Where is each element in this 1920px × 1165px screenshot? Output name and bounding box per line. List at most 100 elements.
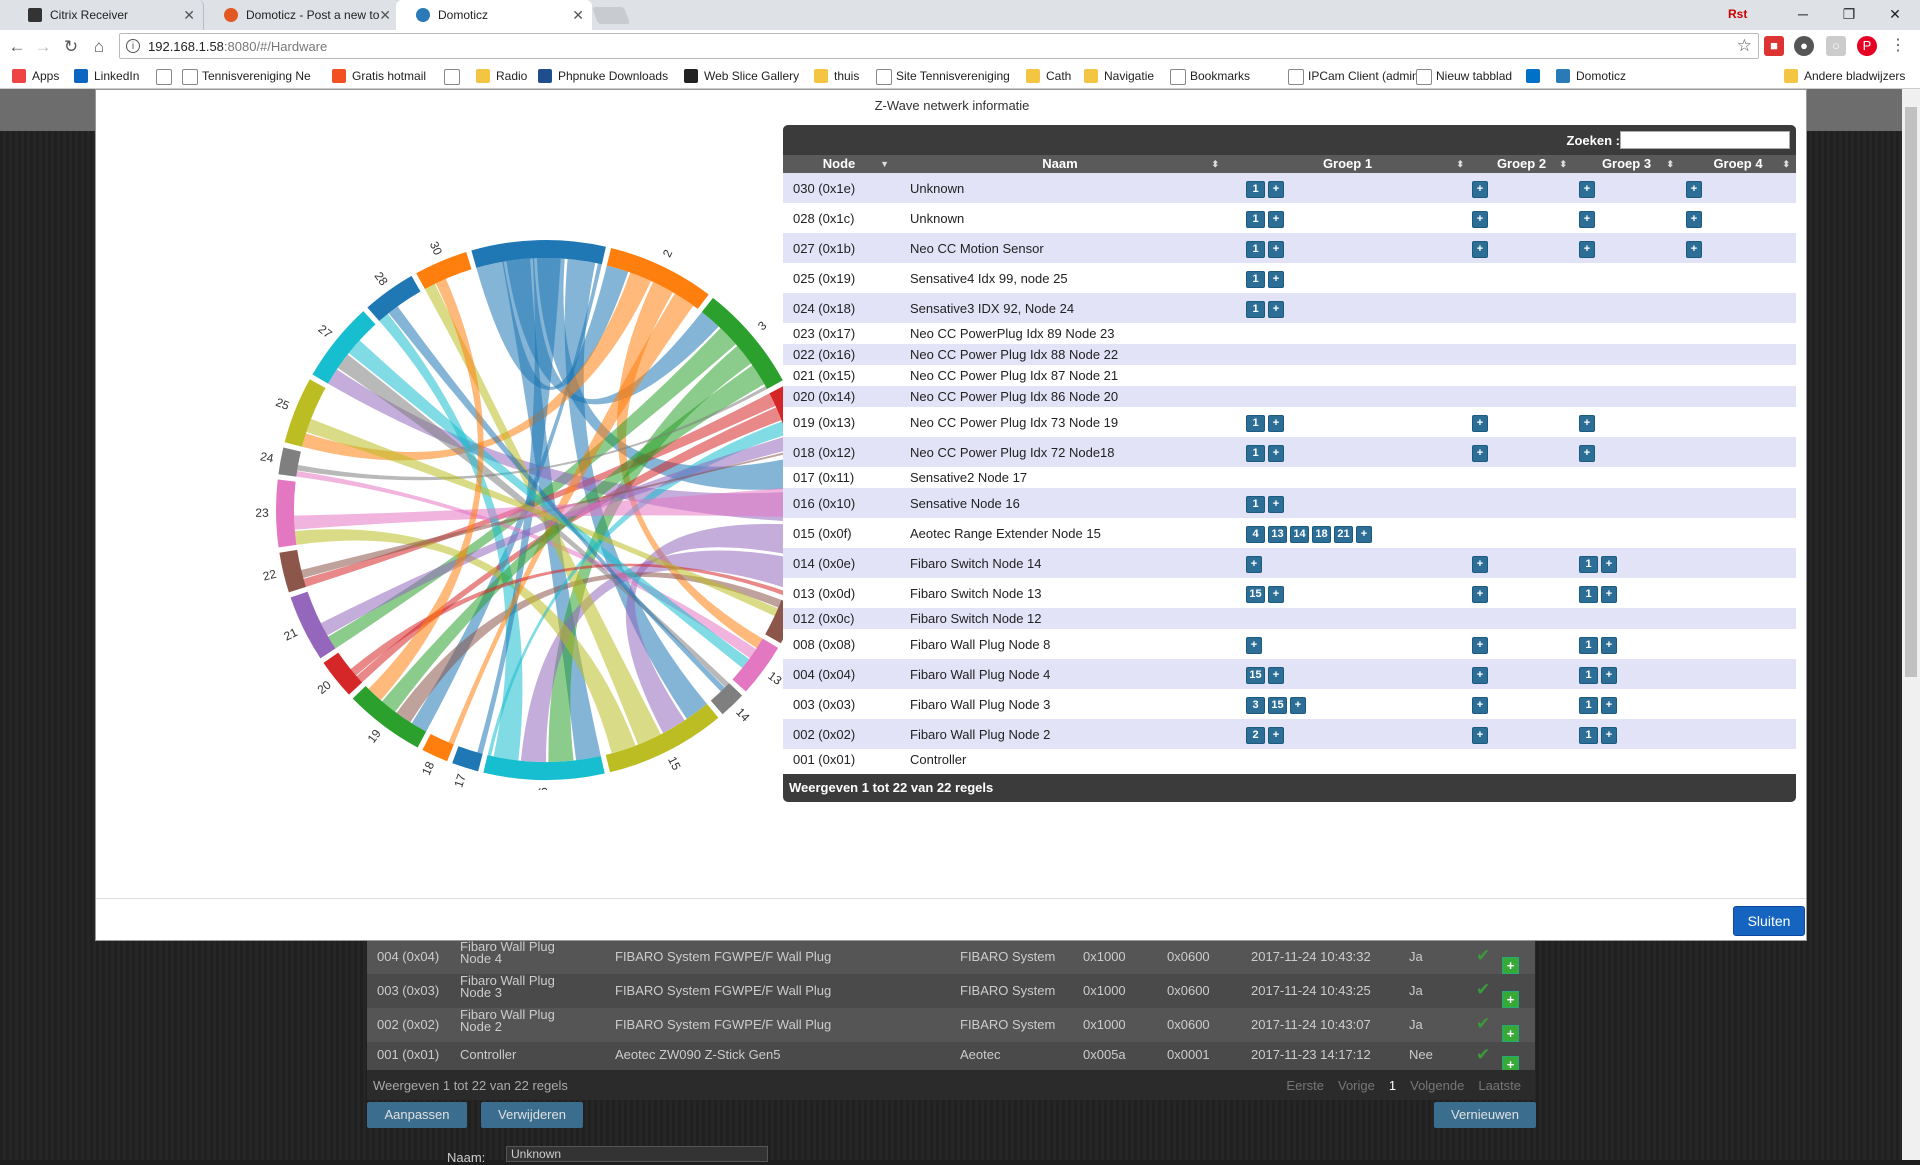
chord-link-12-19[interactable] <box>396 572 782 723</box>
bookmark-item[interactable]: Cath <box>1024 64 1071 88</box>
node-arc-16[interactable] <box>483 755 605 780</box>
table-row[interactable]: 002 (0x02) Fibaro Wall Plug Node 2 FIBARO … <box>367 1008 1535 1042</box>
association-badge[interactable]: 1 <box>1579 556 1598 573</box>
bookmark-item[interactable]: Navigatie <box>1082 64 1154 88</box>
table-row[interactable]: 027 (0x1b) Neo CC Motion Sensor 1 + + + + <box>783 233 1796 263</box>
node-arc-30[interactable] <box>416 252 472 290</box>
pager-4[interactable]: Volgende <box>1410 1078 1465 1093</box>
refresh-button[interactable]: Vernieuwen <box>1434 1102 1536 1128</box>
add-association-button[interactable]: + <box>1579 415 1595 432</box>
node-arc-24[interactable] <box>278 447 301 477</box>
scrollbar-thumb[interactable] <box>1905 107 1917 677</box>
node-arc-28[interactable] <box>367 275 421 322</box>
add-association-button[interactable]: + <box>1268 241 1284 258</box>
association-badge[interactable]: 1 <box>1579 586 1598 603</box>
add-association-button[interactable]: + <box>1686 211 1702 228</box>
add-association-button[interactable]: + <box>1356 526 1372 543</box>
forward-button[interactable]: → <box>34 37 52 56</box>
bookmark-item[interactable]: Web Slice Gallery <box>682 64 799 88</box>
bookmark-item[interactable]: Bookmarks <box>1168 64 1250 88</box>
close-icon[interactable]: ✕ <box>379 7 391 23</box>
node-arc-22[interactable] <box>279 549 307 593</box>
address-bar[interactable]: i 192.168.1.58:8080/#/Hardware ☆ <box>119 33 1759 59</box>
table-row[interactable]: 001 (0x01) Controller <box>783 749 1796 770</box>
add-association-button[interactable]: + <box>1472 586 1488 603</box>
add-association-button[interactable]: + <box>1686 241 1702 258</box>
add-association-button[interactable]: + <box>1579 241 1595 258</box>
node-arc-13[interactable] <box>732 638 779 692</box>
table-row[interactable]: 019 (0x13) Neo CC Power Plug Idx 73 Node … <box>783 407 1796 437</box>
add-association-button[interactable]: + <box>1601 697 1617 714</box>
menu-icon[interactable]: ⋮ <box>1890 37 1906 54</box>
add-association-button[interactable]: + <box>1290 697 1306 714</box>
table-row[interactable]: 014 (0x0e) Fibaro Switch Node 14 + +1 + <box>783 548 1796 578</box>
add-association-button[interactable]: + <box>1601 556 1617 573</box>
add-association-button[interactable]: + <box>1268 496 1284 513</box>
delete-button[interactable]: Verwijderen <box>481 1102 583 1128</box>
tab-domoticz[interactable]: Domoticz ✕ <box>396 0 592 30</box>
chord-link-25-12[interactable] <box>306 418 778 617</box>
table-row[interactable]: 020 (0x14) Neo CC Power Plug Idx 86 Node … <box>783 386 1796 407</box>
edit-button[interactable]: Aanpassen <box>367 1102 467 1128</box>
add-association-button[interactable]: + <box>1579 181 1595 198</box>
tab-domoticz-post[interactable]: Domoticz - Post a new to ✕ <box>204 0 400 30</box>
association-badge[interactable]: 13 <box>1268 526 1287 543</box>
association-badge[interactable]: 1 <box>1579 727 1598 744</box>
table-row[interactable]: 003 (0x03) Fibaro Wall Plug Node 3 FIBARO … <box>367 974 1535 1008</box>
column-header-2[interactable]: Naam ⬍ <box>895 155 1225 173</box>
bookmark-item[interactable] <box>442 64 464 88</box>
node-arc-18[interactable] <box>422 734 454 762</box>
node-arc-17[interactable] <box>452 746 483 772</box>
page-scrollbar[interactable] <box>1902 89 1920 1160</box>
column-header-5[interactable]: Groep 3 ⬍ <box>1573 155 1680 173</box>
bookmark-item[interactable]: IPCam Client (admin) <box>1286 64 1423 88</box>
add-association-button[interactable]: + <box>1268 727 1284 744</box>
pager-1[interactable]: Eerste <box>1286 1078 1324 1093</box>
chord-link-28-14[interactable] <box>388 306 725 692</box>
association-badge[interactable]: 4 <box>1246 526 1265 543</box>
table-row[interactable]: 015 (0x0f) Aeotec Range Extender Node 15 4… <box>783 518 1796 548</box>
close-icon[interactable]: ✕ <box>572 7 584 23</box>
association-badge[interactable]: 1 <box>1579 667 1598 684</box>
association-badge[interactable]: 14 <box>1290 526 1309 543</box>
association-badge[interactable]: 15 <box>1246 586 1265 603</box>
table-row[interactable]: 013 (0x0d) Fibaro Switch Node 13 15 + +1 + <box>783 578 1796 608</box>
association-badge[interactable]: 1 <box>1246 271 1265 288</box>
maximize-button[interactable]: ❐ <box>1842 6 1856 22</box>
association-badge[interactable]: 3 <box>1246 697 1265 714</box>
column-header-1[interactable]: Node ▼ <box>783 155 895 173</box>
add-association-button[interactable]: + <box>1472 181 1488 198</box>
column-header-3[interactable]: Groep 1 ⬍ <box>1225 155 1470 173</box>
new-tab-button[interactable] <box>591 7 631 24</box>
add-association-button[interactable]: + <box>1472 697 1488 714</box>
table-row[interactable]: 008 (0x08) Fibaro Wall Plug Node 8 + +1 + <box>783 629 1796 659</box>
chord-link-1-2[interactable] <box>476 261 629 390</box>
table-row[interactable]: 003 (0x03) Fibaro Wall Plug Node 3 3 15 + +1 + <box>783 689 1796 719</box>
add-association-button[interactable]: + <box>1268 445 1284 462</box>
add-association-button[interactable]: + <box>1268 271 1284 288</box>
node-arc-23[interactable] <box>276 479 297 548</box>
chord-link-4-22[interactable] <box>303 393 776 587</box>
bookmark-item[interactable]: Domoticz <box>1554 64 1626 88</box>
bookmark-item[interactable]: Nieuw tabblad <box>1414 64 1512 88</box>
table-row[interactable]: 023 (0x17) Neo CC PowerPlug Idx 89 Node 2… <box>783 323 1796 344</box>
add-association-button[interactable]: + <box>1472 241 1488 258</box>
table-row[interactable]: 028 (0x1c) Unknown 1 + + + + <box>783 203 1796 233</box>
close-icon[interactable]: ✕ <box>183 7 195 23</box>
add-association-button[interactable]: + <box>1472 727 1488 744</box>
association-badge[interactable]: 1 <box>1246 445 1265 462</box>
association-badge[interactable]: 1 <box>1246 496 1265 513</box>
chord-link-8-15[interactable] <box>625 523 798 734</box>
association-badge[interactable]: 15 <box>1246 667 1265 684</box>
chord-link-18-2[interactable] <box>448 293 694 745</box>
table-row[interactable]: 012 (0x0c) Fibaro Switch Node 12 <box>783 608 1796 629</box>
chord-link-21-4[interactable] <box>320 435 791 636</box>
node-arc-15[interactable] <box>605 703 719 773</box>
add-association-button[interactable]: + <box>1268 415 1284 432</box>
table-row[interactable]: 024 (0x18) Sensative3 IDX 92, Node 24 1 + <box>783 293 1796 323</box>
add-association-button[interactable]: + <box>1268 586 1284 603</box>
node-arc-2[interactable] <box>606 247 709 309</box>
search-input[interactable] <box>1620 131 1790 149</box>
add-association-button[interactable]: + <box>1472 556 1488 573</box>
home-button[interactable]: ⌂ <box>93 37 105 56</box>
